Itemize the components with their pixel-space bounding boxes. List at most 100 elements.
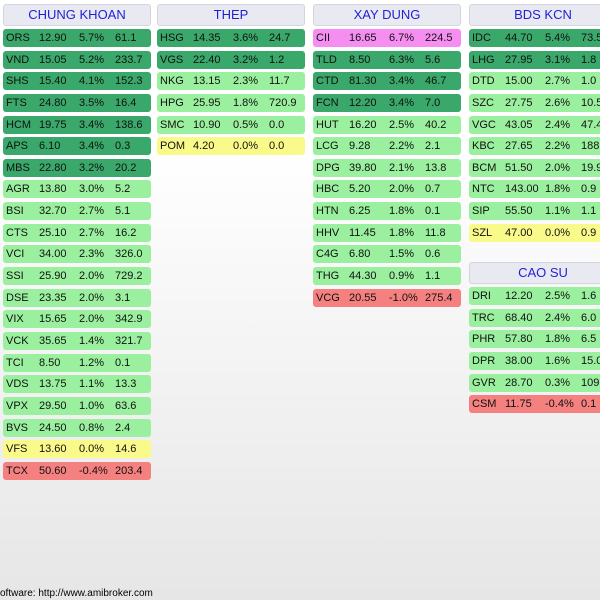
ticker-symbol: HTN [316, 205, 339, 218]
ticker-change: 1.8% [233, 96, 259, 109]
ticker-row: SIP 55.50 1.1% 1.1 [469, 202, 600, 221]
ticker-volume: 188 [581, 140, 600, 153]
ticker-price: 27.95 [505, 53, 533, 66]
ticker-symbol: THG [316, 270, 340, 283]
ticker-change: 2.0% [545, 161, 571, 174]
ticker-change: 3.4% [389, 75, 415, 88]
ticker-row: FCN 12.20 3.4% 7.0 [313, 93, 461, 112]
ticker-change: 2.0% [79, 270, 105, 283]
ticker-change: 2.4% [545, 311, 571, 324]
ticker-price: 14.35 [193, 32, 221, 44]
ticker-volume: 109 [581, 376, 600, 389]
ticker-symbol: SHS [6, 75, 29, 88]
ticker-row: FTS 24.80 3.5% 16.4 [3, 93, 151, 112]
ticker-change: 3.2% [233, 53, 259, 66]
ticker-symbol: DSE [6, 291, 29, 304]
ticker-volume: 40.2 [425, 118, 447, 131]
ticker-symbol: MBS [6, 161, 30, 174]
ticker-change: 2.7% [79, 205, 105, 218]
ticker-row: NKG 13.15 2.3% 11.7 [157, 72, 305, 91]
ticker-symbol: FCN [316, 96, 339, 109]
ticker-price: 6.25 [349, 205, 371, 218]
ticker-price: 27.75 [505, 96, 533, 109]
ticker-symbol: GVR [472, 376, 496, 389]
ticker-price: 25.95 [193, 96, 221, 109]
ticker-change: 3.6% [233, 32, 259, 44]
ticker-symbol: SZL [472, 226, 493, 239]
ticker-price: 15.65 [39, 313, 67, 326]
ticker-volume: 63.6 [115, 399, 137, 412]
ticker-symbol: HBC [316, 183, 340, 196]
ticker-change: 3.1% [545, 53, 571, 66]
ticker-volume: 47.4 [581, 118, 600, 131]
ticker-row: TLD 8.50 6.3% 5.6 [313, 50, 461, 69]
ticker-price: 23.35 [39, 291, 67, 304]
ticker-symbol: VCI [6, 248, 25, 261]
ticker-price: 8.50 [349, 53, 371, 66]
ticker-price: 68.40 [505, 311, 533, 324]
ticker-volume: 5.2 [115, 183, 131, 196]
ticker-row: VCI 34.00 2.3% 326.0 [3, 245, 151, 264]
ticker-price: 39.80 [349, 161, 377, 174]
ticker-row: SZC 27.75 2.6% 10.5 [469, 93, 600, 112]
ticker-row: BVS 24.50 0.8% 2.4 [3, 418, 151, 437]
ticker-symbol: DRI [472, 290, 491, 302]
ticker-volume: 0.9 [581, 183, 597, 196]
ticker-symbol: VPX [6, 399, 29, 412]
ticker-price: 55.50 [505, 205, 533, 218]
ticker-row: APS 6.10 3.4% 0.3 [3, 137, 151, 156]
ticker-row: DPR 38.00 1.6% 15.0 [469, 351, 600, 370]
ticker-volume: 13.3 [115, 378, 137, 391]
ticker-symbol: NKG [160, 75, 184, 88]
ticker-change: 2.2% [389, 140, 415, 153]
ticker-symbol: VCG [316, 291, 340, 304]
ticker-volume: 275.4 [425, 291, 453, 304]
ticker-symbol: IDC [472, 32, 491, 44]
ticker-symbol: VDS [6, 378, 29, 391]
ticker-volume: 0.9 [581, 226, 597, 239]
ticker-row: LHG 27.95 3.1% 1.8 [469, 50, 600, 69]
ticker-row: C4G 6.80 1.5% 0.6 [313, 245, 461, 264]
ticker-volume: 0.1 [581, 398, 597, 411]
ticker-row: VGS 22.40 3.2% 1.2 [157, 50, 305, 69]
ticker-volume: 19.9 [581, 161, 600, 174]
ticker-change: 0.0% [545, 226, 571, 239]
ticker-row: CTS 25.10 2.7% 16.2 [3, 223, 151, 242]
ticker-price: 19.75 [39, 118, 67, 131]
ticker-volume: 0.0 [269, 140, 285, 153]
ticker-change: 2.7% [79, 226, 105, 239]
ticker-row: HTN 6.25 1.8% 0.1 [313, 202, 461, 221]
ticker-volume: 61.1 [115, 32, 137, 44]
ticker-row: BSI 32.70 2.7% 5.1 [3, 202, 151, 221]
ticker-change: 1.5% [389, 248, 415, 261]
ticker-change: 0.3% [545, 376, 571, 389]
ticker-volume: 2.1 [425, 140, 441, 153]
ticker-symbol: DTD [472, 75, 495, 88]
ticker-row: POM 4.20 0.0% 0.0 [157, 137, 305, 156]
ticker-symbol: AGR [6, 183, 30, 196]
ticker-row: BCM 51.50 2.0% 19.9 [469, 158, 600, 177]
ticker-price: 25.10 [39, 226, 67, 239]
ticker-symbol: BVS [6, 421, 29, 434]
ticker-row: HHV 11.45 1.8% 11.8 [313, 223, 461, 242]
ticker-volume: 5.6 [425, 53, 441, 66]
group-xay-dung: XAY DUNG CII 16.65 6.7% 224.5 TLD 8.50 6.3% 5.6 C… [313, 4, 461, 310]
ticker-symbol: FTS [6, 96, 27, 109]
ticker-volume: 1.0 [581, 75, 597, 88]
ticker-change: 3.2% [79, 161, 105, 174]
ticker-volume: 46.7 [425, 75, 447, 88]
ticker-symbol: KBC [472, 140, 495, 153]
ticker-change: 2.2% [545, 140, 571, 153]
ticker-price: 15.00 [505, 75, 533, 88]
ticker-row: HCM 19.75 3.4% 138.6 [3, 115, 151, 134]
ticker-row: CSM 11.75 -0.4% 0.1 [469, 395, 600, 414]
group-title: XAY DUNG [313, 4, 461, 26]
ticker-symbol: VFS [6, 443, 28, 456]
ticker-symbol: CSM [472, 398, 497, 411]
ticker-volume: 3.1 [115, 291, 131, 304]
ticker-change: 5.2% [79, 53, 105, 66]
ticker-symbol: DPR [472, 354, 496, 367]
ticker-volume: 0.3 [115, 140, 131, 153]
ticker-volume: 14.6 [115, 443, 137, 456]
ticker-volume: 2.4 [115, 421, 131, 434]
